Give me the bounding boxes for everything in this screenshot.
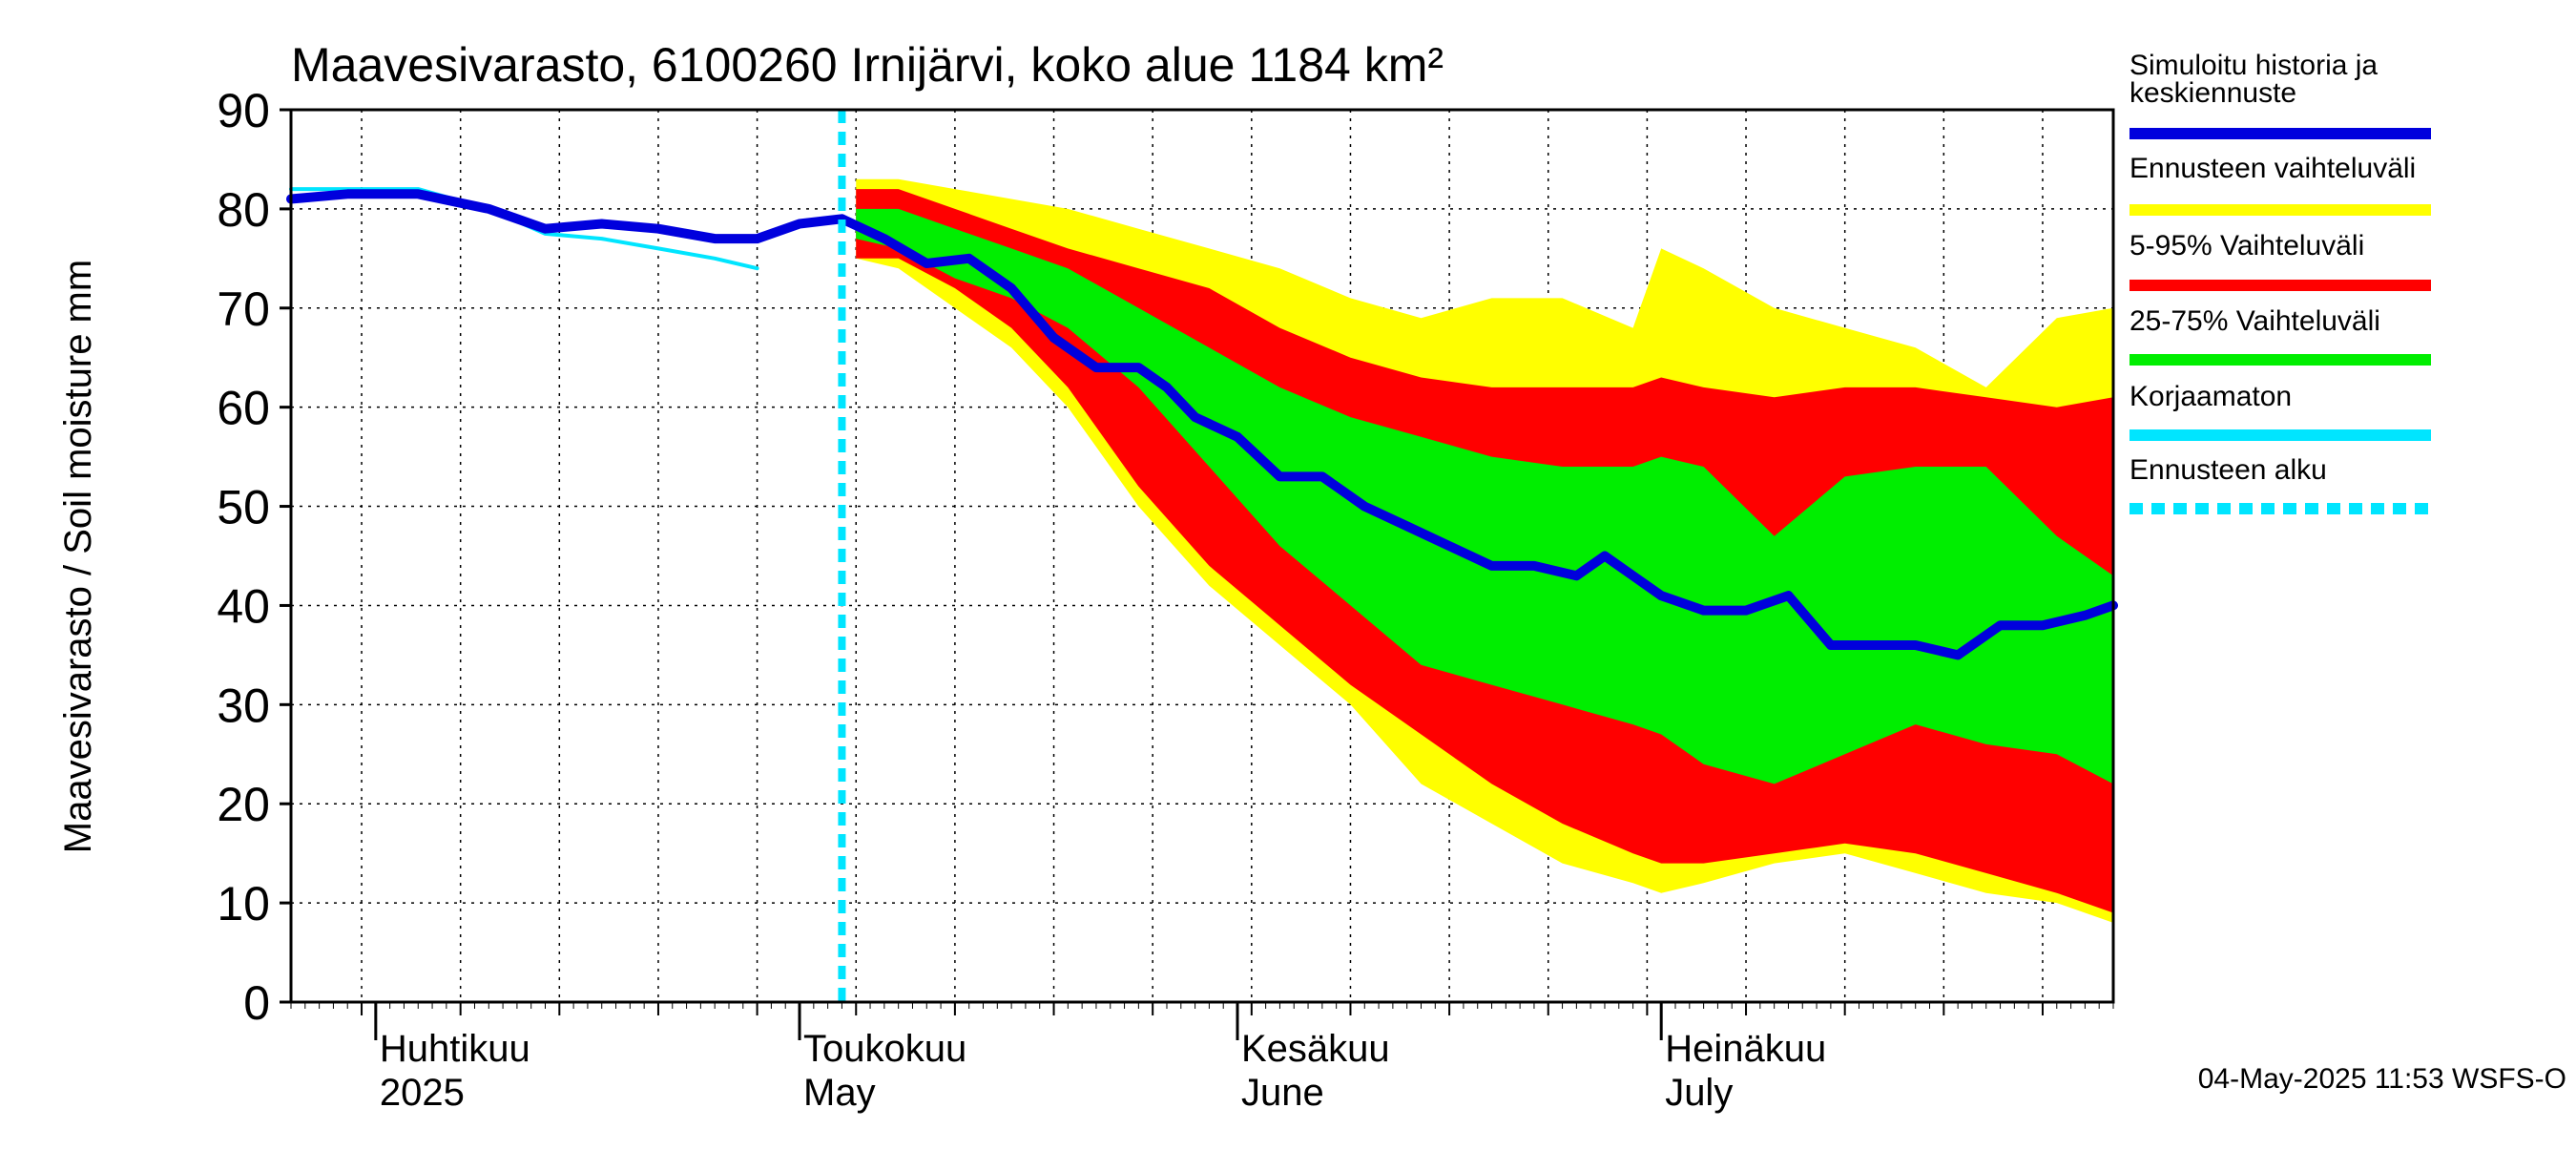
y-tick-label: 40 [217,579,270,633]
y-axis-label: Maavesivarasto / Soil moisture mm [57,260,99,853]
footer-timestamp: 04-May-2025 11:53 WSFS-O [2198,1063,2566,1095]
legend-label: Ennusteen vaihteluväli [2129,153,2416,184]
y-tick-label: 50 [217,481,270,534]
y-tick-label: 60 [217,382,270,435]
y-tick-label: 20 [217,778,270,831]
y-tick-label: 0 [243,976,270,1030]
legend-label: Korjaamaton [2129,381,2292,412]
legend-label-line2: keskiennuste [2129,77,2296,109]
uncorrected-line [289,187,759,271]
x-month-label: Kesäkuu [1241,1028,1390,1070]
y-tick-label: 30 [217,679,270,732]
legend-label: 25-75% Vaihteluväli [2129,305,2380,337]
x-month-sublabel: July [1665,1072,1733,1114]
plot-frame [289,108,2115,1004]
legend-label: 5-95% Vaihteluväli [2129,230,2364,261]
x-month-sublabel: June [1241,1072,1324,1114]
chart-title: Maavesivarasto, 6100260 Irnijärvi, koko … [291,38,1444,92]
y-tick-label: 70 [217,282,270,336]
legend-label-line1: Simuloitu historia ja [2129,50,2378,81]
line-layer [286,110,2118,1002]
x-month-label: Heinäkuu [1665,1028,1826,1070]
p25-75-band [856,208,2114,784]
x-month-label: Huhtikuu [380,1028,530,1070]
y-tick-label: 90 [217,84,270,137]
legend-label: Ennusteen alku [2129,454,2327,486]
y-tick-label: 80 [217,183,270,237]
x-month-sublabel: 2025 [380,1072,465,1114]
y-tick-label: 10 [217,877,270,930]
x-month-label: Toukokuu [803,1028,966,1070]
band-layer [856,178,2114,923]
x-month-sublabel: May [803,1072,876,1114]
median-line [286,189,2118,660]
